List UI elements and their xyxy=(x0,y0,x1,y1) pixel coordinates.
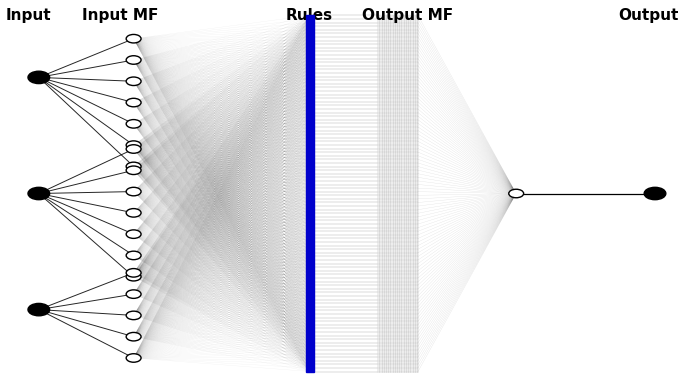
FancyBboxPatch shape xyxy=(306,15,314,372)
Circle shape xyxy=(126,251,141,260)
Circle shape xyxy=(126,34,141,43)
Circle shape xyxy=(126,162,141,171)
Text: Input: Input xyxy=(6,8,51,23)
Circle shape xyxy=(644,187,666,200)
Circle shape xyxy=(126,332,141,341)
Circle shape xyxy=(126,187,141,196)
Circle shape xyxy=(126,145,141,153)
Circle shape xyxy=(126,354,141,362)
Text: Output: Output xyxy=(618,8,678,23)
Circle shape xyxy=(126,269,141,277)
Circle shape xyxy=(126,209,141,217)
Circle shape xyxy=(126,56,141,64)
Circle shape xyxy=(126,272,141,281)
Circle shape xyxy=(28,187,49,200)
Circle shape xyxy=(126,77,141,86)
Circle shape xyxy=(509,189,523,198)
Text: Rules: Rules xyxy=(286,8,333,23)
Circle shape xyxy=(126,120,141,128)
Circle shape xyxy=(126,290,141,298)
Text: Output MF: Output MF xyxy=(362,8,453,23)
Circle shape xyxy=(126,166,141,175)
Circle shape xyxy=(126,141,141,149)
Circle shape xyxy=(126,98,141,107)
Text: Input MF: Input MF xyxy=(82,8,158,23)
Circle shape xyxy=(28,71,49,84)
Circle shape xyxy=(28,303,49,316)
Circle shape xyxy=(126,230,141,238)
Circle shape xyxy=(126,311,141,320)
